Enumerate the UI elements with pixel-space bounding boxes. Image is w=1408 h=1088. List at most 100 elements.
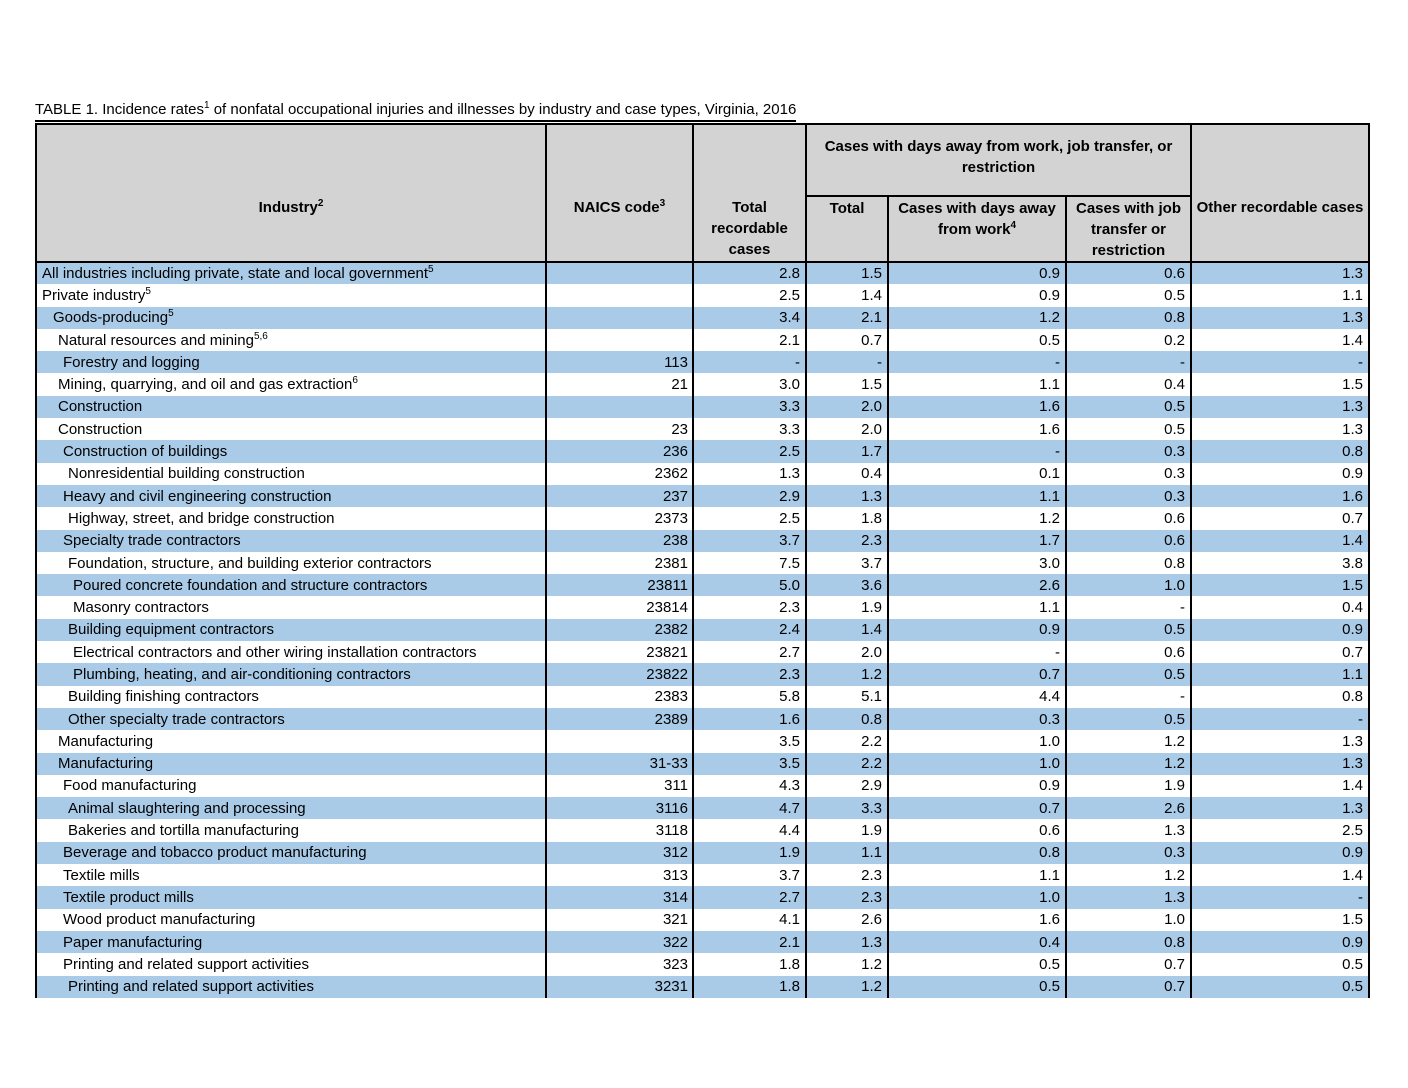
job-transfer-restriction-cell: 0.8 (1064, 306, 1193, 329)
total-cell: 2.0 (805, 641, 889, 664)
days-away-from-work-cell: 0.5 (887, 975, 1067, 998)
industry-cell: Foundation, structure, and building exte… (35, 551, 547, 575)
job-transfer-restriction-cell: - (1064, 351, 1193, 374)
days-away-from-work-cell: 1.0 (887, 752, 1067, 775)
job-transfer-restriction-cell: 0.5 (1064, 284, 1193, 307)
total-cell: 1.3 (805, 484, 889, 508)
other-recordable-cases-cell: 0.9 (1190, 841, 1371, 865)
days-away-from-work-cell: 0.7 (887, 797, 1067, 820)
table-row: Printing and related support activities … (35, 953, 1371, 976)
industry-cell: Goods-producing5 (35, 306, 547, 329)
naics-code-cell: 23 (545, 418, 694, 441)
table-row: Plumbing, heating, and air-conditioning … (35, 663, 1371, 686)
table-row: Textile mills 313 3.7 2.3 1.1 1.2 1.4 (35, 864, 1371, 887)
job-transfer-restriction-cell: 1.2 (1064, 864, 1193, 887)
total-recordable-cases-cell: 3.7 (692, 529, 807, 552)
table-row: Masonry contractors 23814 2.3 1.9 1.1 - … (35, 596, 1371, 619)
table-row: Animal slaughtering and processing 3116 … (35, 797, 1371, 820)
col-header-industry: Industry2 (35, 123, 547, 263)
days-away-from-work-cell: 0.7 (887, 663, 1067, 686)
table-title-text: TABLE 1. Incidence rates (35, 101, 204, 118)
job-transfer-restriction-cell: 0.2 (1064, 328, 1193, 352)
job-transfer-restriction-cell: 0.3 (1064, 841, 1193, 865)
table-row: Printing and related support activities … (35, 975, 1371, 998)
days-away-from-work-cell: 0.8 (887, 841, 1067, 865)
total-recordable-cases-cell: 2.4 (692, 618, 807, 642)
naics-code-cell (545, 262, 694, 285)
table-row: Construction 3.3 2.0 1.6 0.5 1.3 (35, 395, 1371, 419)
total-recordable-cases-cell: 2.9 (692, 484, 807, 508)
table-row: Wood product manufacturing 321 4.1 2.6 1… (35, 908, 1371, 931)
industry-cell: Building equipment contractors (35, 618, 547, 642)
table-body: All industries including private, state … (35, 262, 1371, 998)
other-recordable-cases-cell: 1.5 (1190, 908, 1371, 931)
total-cell: 2.6 (805, 908, 889, 931)
naics-code-cell: 312 (545, 841, 694, 865)
days-away-from-work-cell: 1.0 (887, 886, 1067, 909)
total-recordable-cases-cell: 1.8 (692, 975, 807, 998)
naics-code-cell: 323 (545, 953, 694, 976)
col-header-other-recordable-cases: Other recordable cases (1190, 123, 1371, 263)
other-recordable-cases-cell: - (1190, 707, 1371, 731)
days-away-from-work-cell: 1.2 (887, 507, 1067, 530)
job-transfer-restriction-cell: 0.3 (1064, 484, 1193, 508)
other-recordable-cases-cell: 1.5 (1190, 574, 1371, 597)
industry-cell: Masonry contractors (35, 596, 547, 619)
days-away-from-work-cell: 0.3 (887, 707, 1067, 731)
table-row: Manufacturing 3.5 2.2 1.0 1.2 1.3 (35, 730, 1371, 753)
total-recordable-cases-cell: 2.1 (692, 930, 807, 954)
job-transfer-restriction-cell: 1.3 (1064, 886, 1193, 909)
industry-cell: Highway, street, and bridge construction (35, 507, 547, 530)
days-away-from-work-cell: 0.5 (887, 953, 1067, 976)
days-away-from-work-cell: 1.7 (887, 529, 1067, 552)
days-away-from-work-cell: 0.9 (887, 618, 1067, 642)
other-recordable-cases-cell: 1.3 (1190, 752, 1371, 775)
other-recordable-cases-cell: 1.1 (1190, 663, 1371, 686)
naics-code-cell: 2389 (545, 707, 694, 731)
industry-cell: Other specialty trade contractors (35, 707, 547, 731)
table-row: Textile product mills 314 2.7 2.3 1.0 1.… (35, 886, 1371, 909)
industry-cell: Construction (35, 395, 547, 419)
naics-code-cell: 2383 (545, 685, 694, 708)
table-row: All industries including private, state … (35, 262, 1371, 285)
other-recordable-cases-cell: 0.7 (1190, 641, 1371, 664)
other-recordable-cases-cell: 0.4 (1190, 596, 1371, 619)
table-row: Building equipment contractors 2382 2.4 … (35, 618, 1371, 642)
total-cell: 2.3 (805, 529, 889, 552)
other-recordable-cases-cell: 1.3 (1190, 306, 1371, 329)
industry-cell: Bakeries and tortilla manufacturing (35, 819, 547, 842)
total-recordable-cases-cell: 1.9 (692, 841, 807, 865)
total-recordable-cases-cell: 3.5 (692, 752, 807, 775)
industry-cell: Textile product mills (35, 886, 547, 909)
other-recordable-cases-cell: 0.9 (1190, 618, 1371, 642)
other-recordable-cases-cell: 0.5 (1190, 953, 1371, 976)
days-away-from-work-cell: 2.6 (887, 574, 1067, 597)
industry-cell: Animal slaughtering and processing (35, 797, 547, 820)
total-cell: 2.1 (805, 306, 889, 329)
job-transfer-restriction-cell: 0.5 (1064, 418, 1193, 441)
job-transfer-restriction-cell: 0.5 (1064, 618, 1193, 642)
table-row: Food manufacturing 311 4.3 2.9 0.9 1.9 1… (35, 774, 1371, 798)
table-row: Bakeries and tortilla manufacturing 3118… (35, 819, 1371, 842)
days-away-from-work-cell: 0.4 (887, 930, 1067, 954)
total-cell: 0.8 (805, 707, 889, 731)
total-cell: 1.4 (805, 284, 889, 307)
other-recordable-cases-cell: - (1190, 886, 1371, 909)
job-transfer-restriction-cell: 0.3 (1064, 440, 1193, 463)
job-transfer-restriction-cell: 0.5 (1064, 663, 1193, 686)
other-recordable-cases-cell: 1.6 (1190, 484, 1371, 508)
naics-code-cell: 2381 (545, 551, 694, 575)
total-cell: 2.9 (805, 774, 889, 798)
total-cell: 1.3 (805, 930, 889, 954)
other-recordable-cases-cell: 3.8 (1190, 551, 1371, 575)
other-recordable-cases-cell: 1.4 (1190, 328, 1371, 352)
job-transfer-restriction-cell: 0.8 (1064, 551, 1193, 575)
total-cell: 2.2 (805, 730, 889, 753)
naics-code-cell: 23822 (545, 663, 694, 686)
table-row: Construction 23 3.3 2.0 1.6 0.5 1.3 (35, 418, 1371, 441)
total-recordable-cases-cell: 3.0 (692, 373, 807, 396)
total-recordable-cases-cell: 3.3 (692, 418, 807, 441)
total-cell: 5.1 (805, 685, 889, 708)
naics-code-cell: 2373 (545, 507, 694, 530)
total-recordable-cases-cell: 2.3 (692, 663, 807, 686)
